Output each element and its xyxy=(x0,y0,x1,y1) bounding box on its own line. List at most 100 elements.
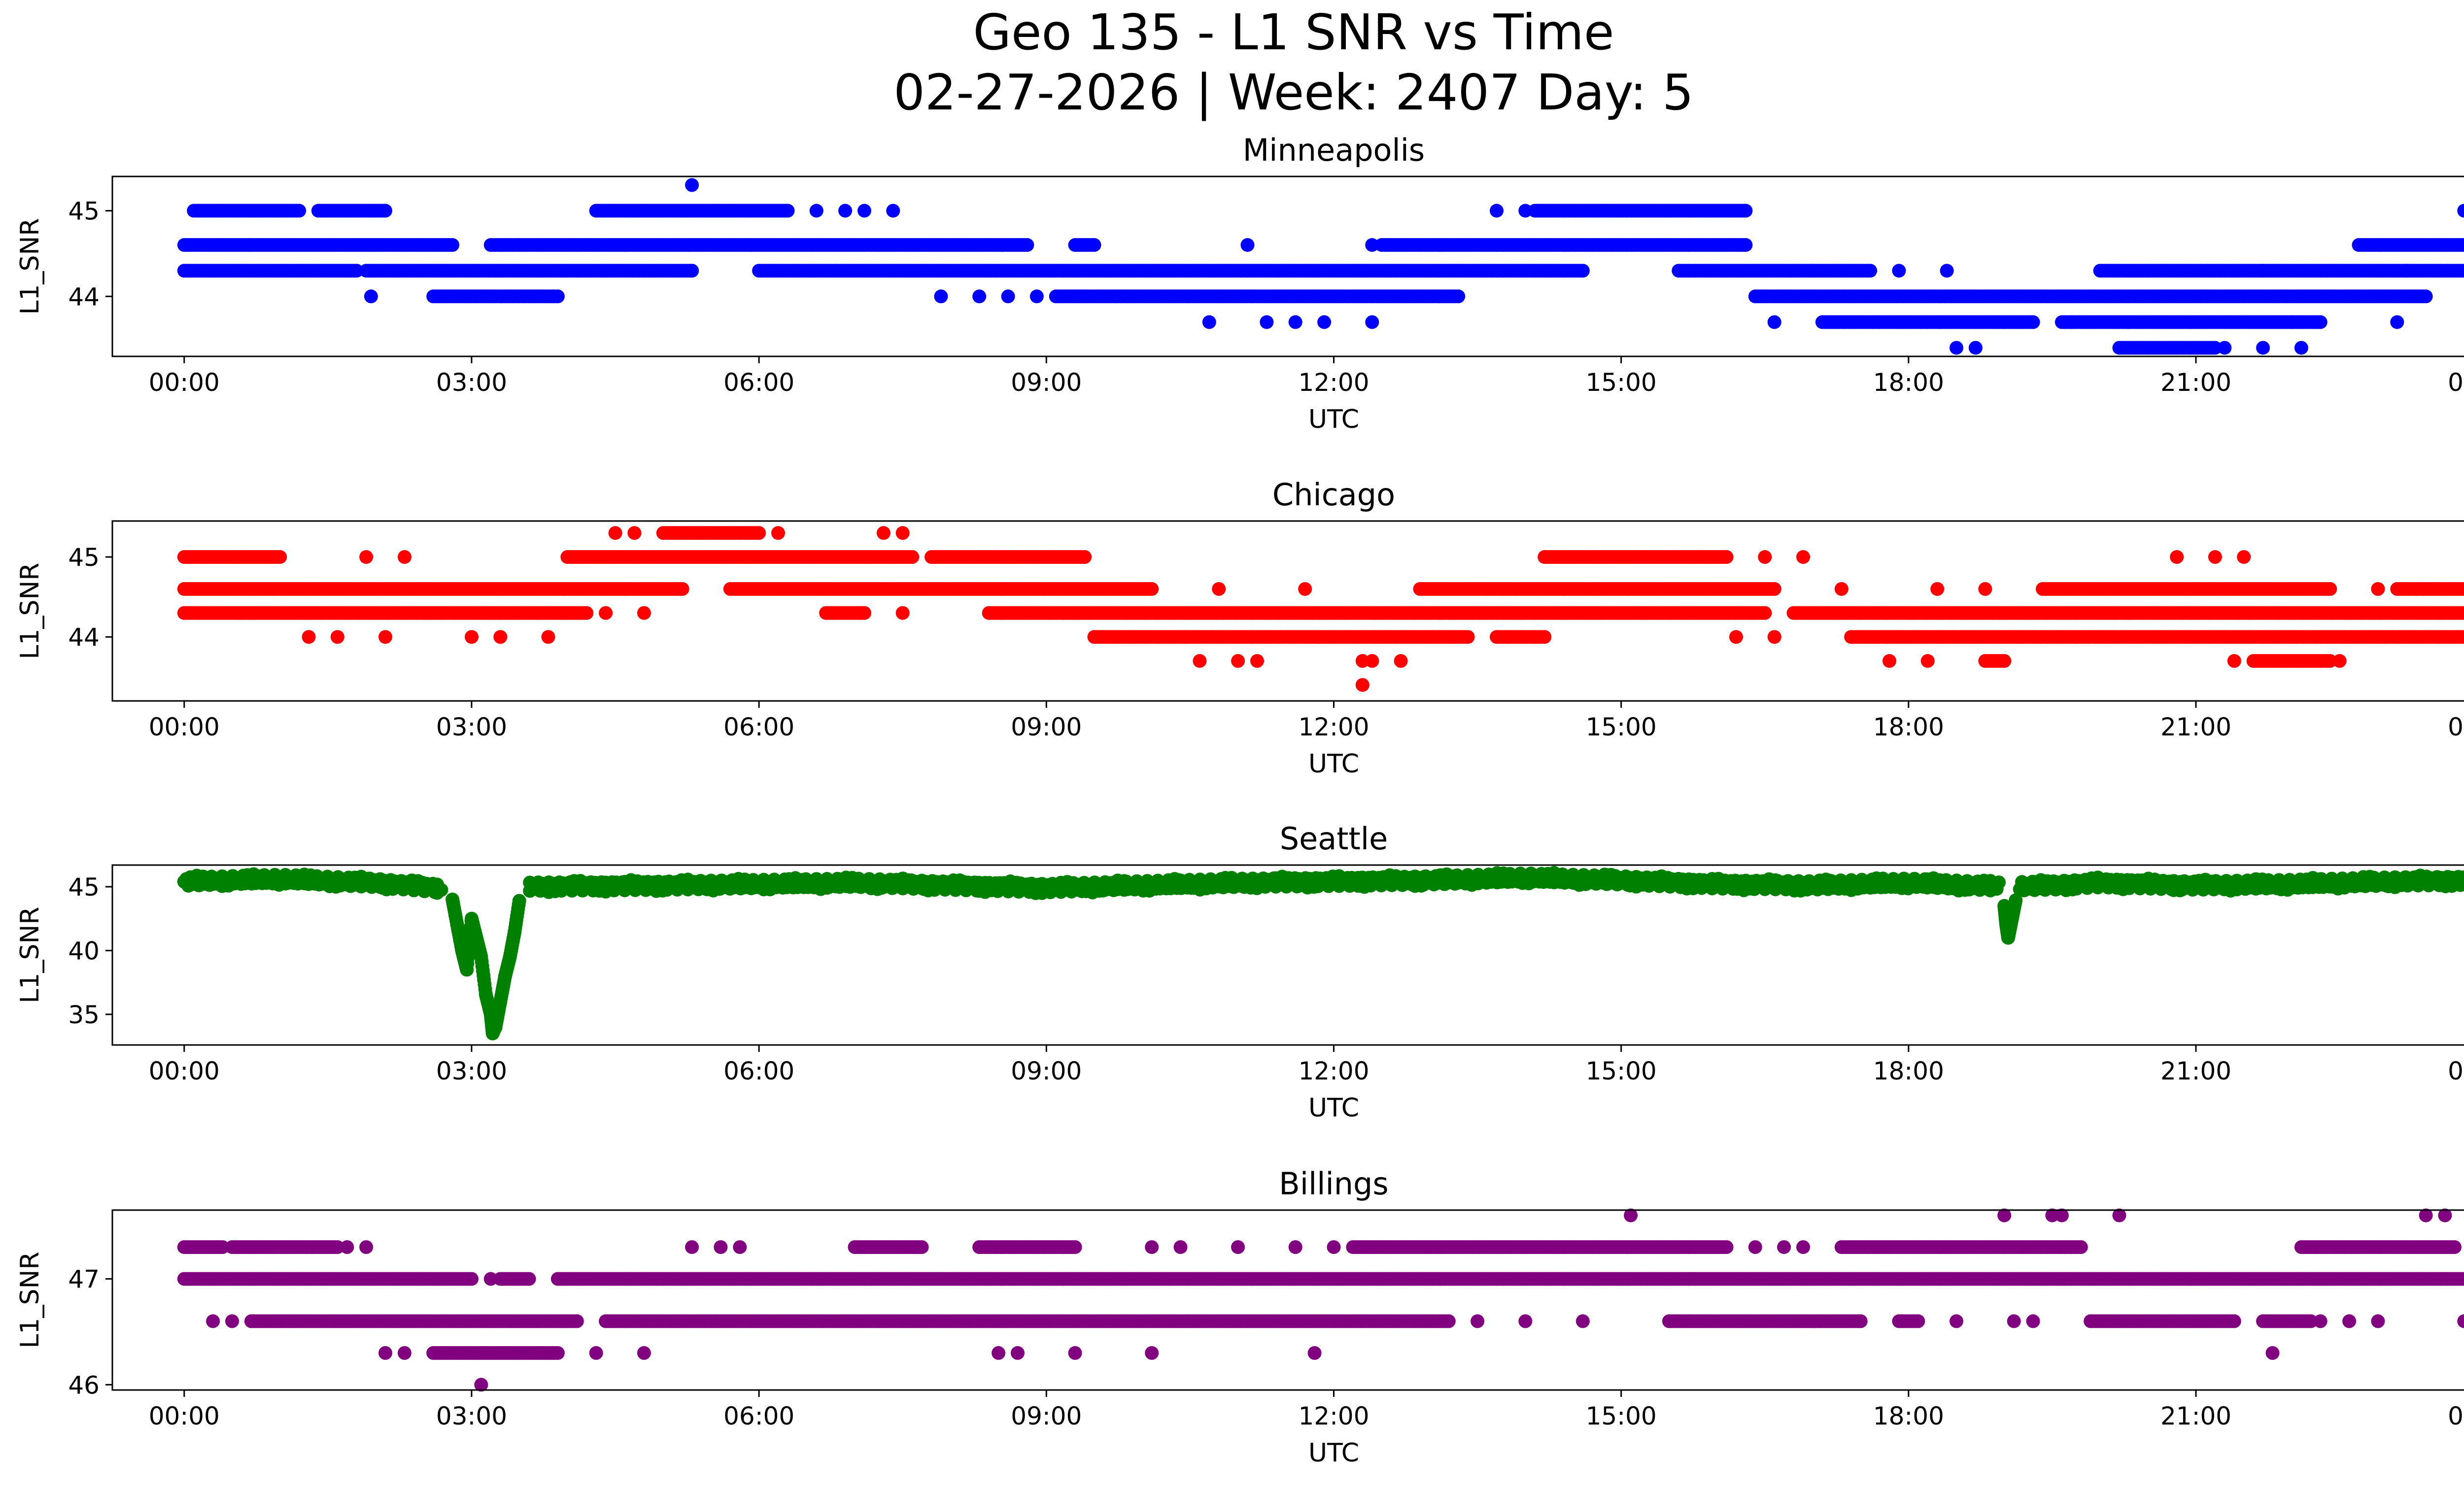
data-point xyxy=(2064,315,2079,329)
data-point xyxy=(876,526,890,540)
data-point xyxy=(1739,204,1753,218)
x-tick-label: 12:00 xyxy=(1298,713,1369,741)
data-point xyxy=(2256,264,2270,278)
data-point xyxy=(1729,630,1743,644)
data-point xyxy=(2409,582,2424,596)
data-point xyxy=(330,630,344,644)
data-point xyxy=(1317,315,1332,329)
data-point xyxy=(1739,238,1753,252)
data-point xyxy=(1193,654,1207,668)
x-tick-label: 00:00 xyxy=(2448,713,2464,741)
data-point xyxy=(857,204,871,218)
y-tick-label: 44 xyxy=(68,623,100,652)
data-point xyxy=(1298,582,1312,596)
data-point xyxy=(972,289,987,304)
y-tick-label: 45 xyxy=(68,543,100,572)
x-tick-label: 15:00 xyxy=(1586,368,1657,397)
figure-title-line2: 02-27-2026 | Week: 2407 Day: 5 xyxy=(893,64,1693,121)
data-point xyxy=(1834,582,1848,596)
data-point xyxy=(781,204,795,218)
data-point xyxy=(1518,204,1533,218)
data-point xyxy=(1365,315,1379,329)
data-point xyxy=(1020,238,1034,252)
data-point xyxy=(445,238,460,252)
data-point xyxy=(1806,264,1820,278)
data-point xyxy=(1538,630,1552,644)
data-point xyxy=(1087,238,1101,252)
data-point xyxy=(1968,341,1983,355)
data-point xyxy=(2237,550,2251,564)
x-tick-label: 21:00 xyxy=(2160,713,2231,741)
data-point xyxy=(580,606,594,620)
data-point xyxy=(1394,654,1408,668)
data-point xyxy=(2227,654,2241,668)
x-tick-label: 00:00 xyxy=(149,713,220,741)
data-point xyxy=(1882,654,1896,668)
data-point xyxy=(1078,550,1092,564)
x-tick-label: 03:00 xyxy=(436,713,507,741)
data-point xyxy=(1930,582,1945,596)
data-point xyxy=(292,204,307,218)
data-point xyxy=(465,630,479,644)
data-point xyxy=(1451,289,1466,304)
y-tick-label: 44 xyxy=(68,282,100,311)
data-point xyxy=(1758,606,1772,620)
data-point xyxy=(273,550,287,564)
data-point xyxy=(1920,654,1935,668)
data-point xyxy=(2462,240,2464,250)
data-point xyxy=(550,289,565,304)
data-point xyxy=(838,204,853,218)
data-point xyxy=(905,550,920,564)
data-point xyxy=(2323,582,2337,596)
data-point xyxy=(378,630,392,644)
data-point xyxy=(1231,654,1245,668)
data-point xyxy=(1575,264,1590,278)
x-tick-label: 15:00 xyxy=(1586,713,1657,741)
data-point xyxy=(1767,582,1781,596)
y-tick-label: 45 xyxy=(68,197,100,226)
data-point xyxy=(771,526,785,540)
data-point xyxy=(349,264,364,278)
data-point xyxy=(1240,238,1255,252)
data-point xyxy=(627,526,642,540)
data-point xyxy=(934,289,948,304)
x-tick-label: 06:00 xyxy=(723,713,794,741)
data-point xyxy=(2371,582,2385,596)
data-point xyxy=(1365,238,1379,252)
data-point xyxy=(1978,582,1992,596)
data-point xyxy=(1355,678,1369,692)
data-point xyxy=(2285,315,2299,329)
data-point xyxy=(493,630,508,644)
data-point xyxy=(1940,264,1954,278)
data-point xyxy=(809,204,823,218)
x-axis-label-minneapolis: UTC xyxy=(1308,405,1359,434)
data-point xyxy=(1250,654,1264,668)
data-point xyxy=(1260,315,1274,329)
data-point xyxy=(1758,550,1772,564)
data-point xyxy=(2399,264,2414,278)
data-point xyxy=(886,204,900,218)
data-point xyxy=(599,606,613,620)
data-point xyxy=(1145,582,1159,596)
data-point xyxy=(1767,630,1781,644)
data-point xyxy=(637,606,651,620)
data-point xyxy=(1950,341,1963,355)
y-axis-label-chicago: L1_SNR xyxy=(15,562,45,659)
x-tick-label: 06:00 xyxy=(723,368,794,397)
data-point xyxy=(895,526,910,540)
x-tick-label: 00:00 xyxy=(2448,368,2464,397)
data-point xyxy=(1365,654,1379,668)
data-point xyxy=(685,178,699,192)
data-point xyxy=(857,606,871,620)
data-point xyxy=(378,204,392,218)
data-point xyxy=(1029,289,1044,304)
data-point xyxy=(2332,654,2347,668)
data-point xyxy=(1202,315,1216,329)
x-tick-label: 18:00 xyxy=(1873,713,1944,741)
data-point xyxy=(2313,315,2327,329)
data-point xyxy=(1490,204,1504,218)
data-points-minneapolis xyxy=(177,178,2464,355)
x-tick-label: 09:00 xyxy=(1011,713,1082,741)
